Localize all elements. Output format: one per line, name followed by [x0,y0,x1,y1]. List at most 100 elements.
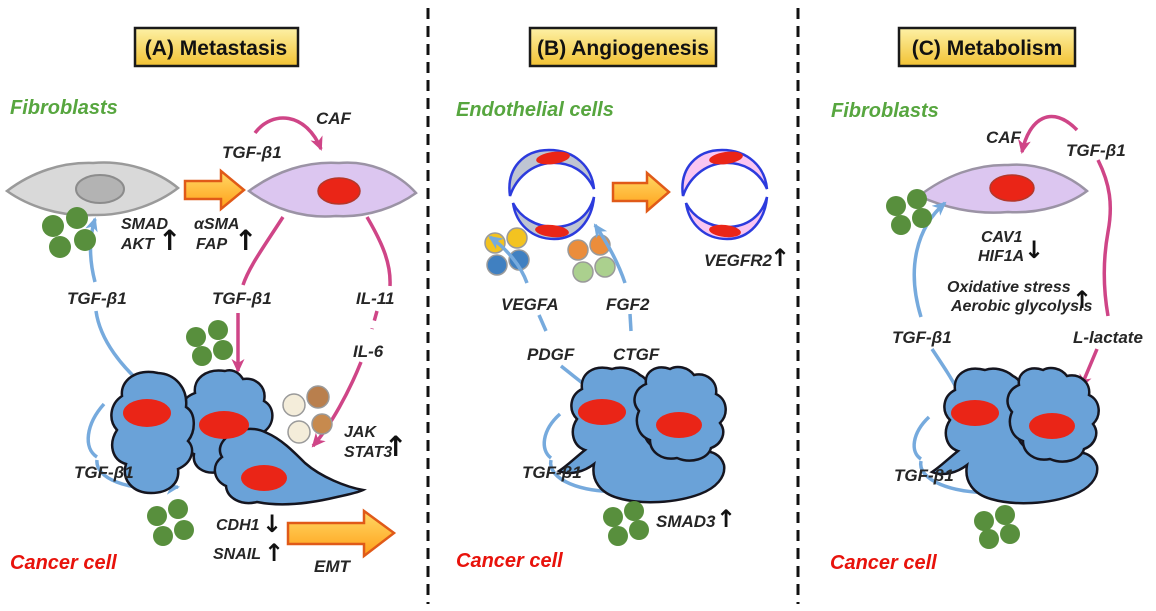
cdh1-label: CDH1 [216,517,260,534]
caf-nucleus-c [989,174,1035,202]
tgfb1-mid-label-a: TGF-β1 [212,289,272,308]
fgf2-dots [567,234,616,283]
tgfb1-mid-label-c: TGF-β1 [892,328,952,347]
asma-label: αSMA [194,216,239,233]
caf-label-c: CAF [986,128,1022,147]
tgfb1-bottom-label-a: TGF-β1 [74,463,134,482]
cav1-label: CAV1 [981,229,1023,246]
l-lactate-label: L-lactate [1073,328,1143,347]
vegfa-to-vessel-arrow [488,235,529,284]
panel-c-title: (C) Metabolism [912,37,1063,60]
up-arrow-icon: ↑ [264,539,284,567]
hif1a-label: HIF1A [978,248,1024,265]
blood-vessel-activated [681,148,769,241]
up-arrow-icon: ↑ [1072,286,1092,314]
endothelial-nucleus [536,151,570,165]
panel-b-title: (B) Angiogenesis [537,37,709,60]
cancer-cell-cluster-b [556,365,727,504]
fibroblast-nucleus [75,174,125,204]
tgfb1-secretion-curve-a [241,216,285,286]
l-lactate-secretion-curve [1096,159,1113,317]
endothelial-cells-label: Endothelial cells [456,99,614,121]
panel-b-title-box [528,26,718,68]
panel-a-title: (A) Metastasis [145,37,287,60]
fibroblasts-label-c: Fibroblasts [831,100,939,122]
panel-a-title-box [133,26,300,68]
cancer-cell-label-a: Cancer cell [10,552,117,574]
smad-label: SMAD [121,216,169,233]
angiogenesis-arrow [611,170,671,214]
blood-vessel-immature [508,148,596,241]
tgfb1-caf-label-c: TGF-β1 [1066,141,1126,160]
caf-conversion-arrow-c [1018,114,1079,154]
emt-label: EMT [314,557,352,576]
panel-a-metastasis: (A) Metastasis Fibroblasts [4,26,418,576]
up-arrow-icon: ↑ [770,244,790,272]
panel-b-angiogenesis: (B) Angiogenesis Endothelial cells [456,26,790,572]
fgf2-label: FGF2 [606,295,650,314]
jak-label: JAK [344,424,377,441]
caf-cell-a [246,161,418,218]
down-arrow-icon: ↓ [1024,236,1044,264]
pink-arrows-a [231,116,392,448]
fgf2-ctgf-link [628,313,633,332]
caf-cell-c [916,163,1089,214]
caf-nucleus-a [317,177,361,205]
cancer-nuclei-a [123,399,287,491]
down-arrow-icon: ↓ [262,510,282,538]
tgfb1-dots-top-a [42,207,96,258]
ctgf-label: CTGF [613,345,660,364]
cancer-cell-label-c: Cancer cell [830,552,937,574]
il-cytokine-dots [282,385,333,444]
panel-c-title-box [897,26,1077,68]
up-arrow-icon: ↑ [234,224,257,257]
vegfr2-label: VEGFR2 [704,251,773,270]
pdgf-label: PDGF [527,345,575,364]
tgfb1-autocrine-curve-a [86,402,106,459]
endothelial-nucleus [709,224,741,238]
tgfb1-to-caf-arrow-c [912,201,947,318]
fibroblasts-label-a: Fibroblasts [10,97,118,119]
tgfb1-left-label-a: TGF-β1 [67,289,127,308]
tgfb1-dots-bottom-c [974,505,1020,549]
fibroblast-cell [4,161,180,217]
up-arrow-icon: ↑ [384,430,407,463]
up-arrow-icon: ↑ [158,224,181,257]
endothelial-nucleus [709,151,743,165]
tgfb1-dots-top-c [886,189,932,235]
transformation-arrow-a [183,168,246,212]
fgf2-to-vessel-arrow [593,223,627,284]
panel-c-metabolism: (C) Metabolism Fibroblasts [830,26,1143,574]
tgfb1-dots-b [603,501,649,546]
stat3-label: STAT3 [344,444,392,461]
il6-to-cancer-arrow [311,361,363,448]
tgfb1-label-b: TGF-β1 [522,463,582,482]
tgfb1-dots-bottom-a [147,499,194,546]
vegfa-label: VEGFA [501,295,559,314]
endothelial-nucleus [535,224,569,238]
up-arrow-icon: ↑ [716,505,736,533]
tgfb1-caf-label-a: TGF-β1 [222,143,282,162]
tgfb1-dots-mid-a [186,320,233,366]
vegfa-pdgf-link [537,314,548,332]
smad3-label: SMAD3 [656,512,716,531]
oxidative-stress-label: Oxidative stress [947,279,1071,296]
cancer-cell-cluster-c [929,366,1100,505]
fap-label: FAP [196,236,227,253]
tgfb1-autocrine-curve-c [912,415,931,461]
caf-label-a: CAF [316,109,352,128]
tgfb1-autocrine-curve-b [542,412,562,460]
cancer-cell-label-b: Cancer cell [456,550,563,572]
snail-label: SNAIL [213,546,261,563]
caf-conversion-arrow-a [253,116,323,151]
emt-arrow [286,508,397,559]
il11-label: IL-11 [356,289,394,308]
il11-secretion-curve-a [365,216,392,287]
aerobic-glycolysis-label: Aerobic glycolysis [950,298,1092,315]
akt-label: AKT [120,236,155,253]
tgfb1-bottom-label-c: TGF-β1 [894,466,954,485]
il11-il6-dash [370,310,379,330]
il6-label: IL-6 [353,342,384,361]
